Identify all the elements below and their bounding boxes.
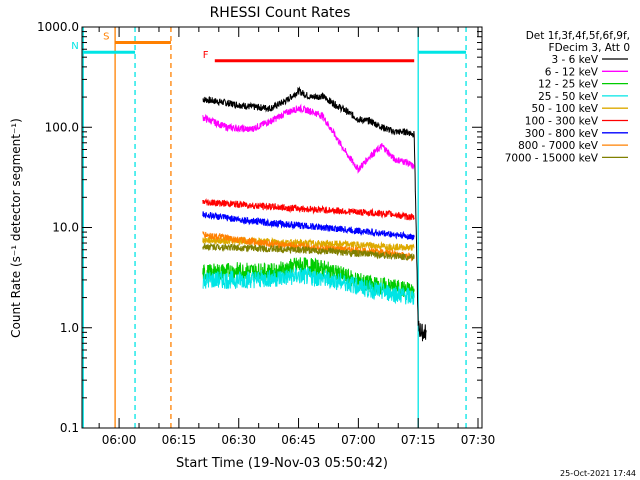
series-line-0	[202, 86, 427, 342]
series-line-3	[202, 266, 415, 305]
y-tick-label: 0.1	[60, 421, 79, 435]
flag-bars: S N F	[71, 32, 467, 63]
legend-entry-label: 3 - 6 keV	[551, 54, 598, 66]
x-axis: 06:00 06:15 06:30 06:45 07:00 07:15 07:30	[98, 27, 496, 447]
series-line-6	[202, 211, 415, 241]
chart-title: RHESSI Count Rates	[210, 5, 351, 21]
x-tick-label: 07:15	[401, 433, 436, 447]
legend-header: Det 1f,3f,4f,5f,6f,9f,	[526, 30, 630, 42]
y-tick-label: 100.0	[45, 120, 79, 134]
legend-entry-label: 100 - 300 keV	[525, 116, 599, 128]
flag-label-S: S	[103, 32, 109, 43]
legend-entry-label: 300 - 800 keV	[525, 128, 599, 140]
timestamp: 25-Oct-2021 17:44	[560, 469, 636, 478]
x-axis-label: Start Time (19-Nov-03 05:50:42)	[176, 456, 388, 471]
y-tick-label: 1.0	[60, 321, 79, 335]
x-tick-label: 06:15	[162, 433, 197, 447]
legend-entry-label: 50 - 100 keV	[531, 103, 598, 115]
flag-label-N: N	[71, 41, 78, 52]
plot-frame	[81, 26, 483, 429]
x-tick-label: 06:00	[102, 433, 137, 447]
legend: Det 1f,3f,4f,5f,6f,9f,FDecim 3, Att 03 -…	[505, 30, 630, 164]
x-tick-label: 06:30	[221, 433, 256, 447]
x-tick-label: 06:45	[281, 433, 316, 447]
legend-entry-label: 6 - 12 keV	[545, 66, 599, 78]
y-tick-label: 10.0	[52, 221, 79, 235]
y-axis: 0.1 1.0 10.0 100.0 1000.0	[37, 20, 482, 435]
x-tick-label: 07:30	[461, 433, 496, 447]
flag-label-F: F	[203, 50, 209, 61]
x-tick-label: 07:00	[341, 433, 376, 447]
legend-entry-label: 25 - 50 keV	[538, 91, 599, 103]
legend-entry-label: 800 - 7000 keV	[518, 140, 599, 152]
series-line-1	[202, 103, 415, 174]
y-tick-label: 1000.0	[37, 20, 79, 34]
legend-entry-label: 7000 - 15000 keV	[505, 152, 599, 164]
y-axis-label: Count Rate (s⁻¹ detector segment⁻¹)	[9, 118, 23, 338]
legend-entry-label: 12 - 25 keV	[538, 79, 599, 91]
legend-header: FDecim 3, Att 0	[549, 42, 630, 54]
series-line-5	[202, 198, 415, 221]
vertical-markers	[82, 27, 467, 428]
series-line-8	[202, 242, 415, 261]
series-lines	[202, 86, 427, 342]
